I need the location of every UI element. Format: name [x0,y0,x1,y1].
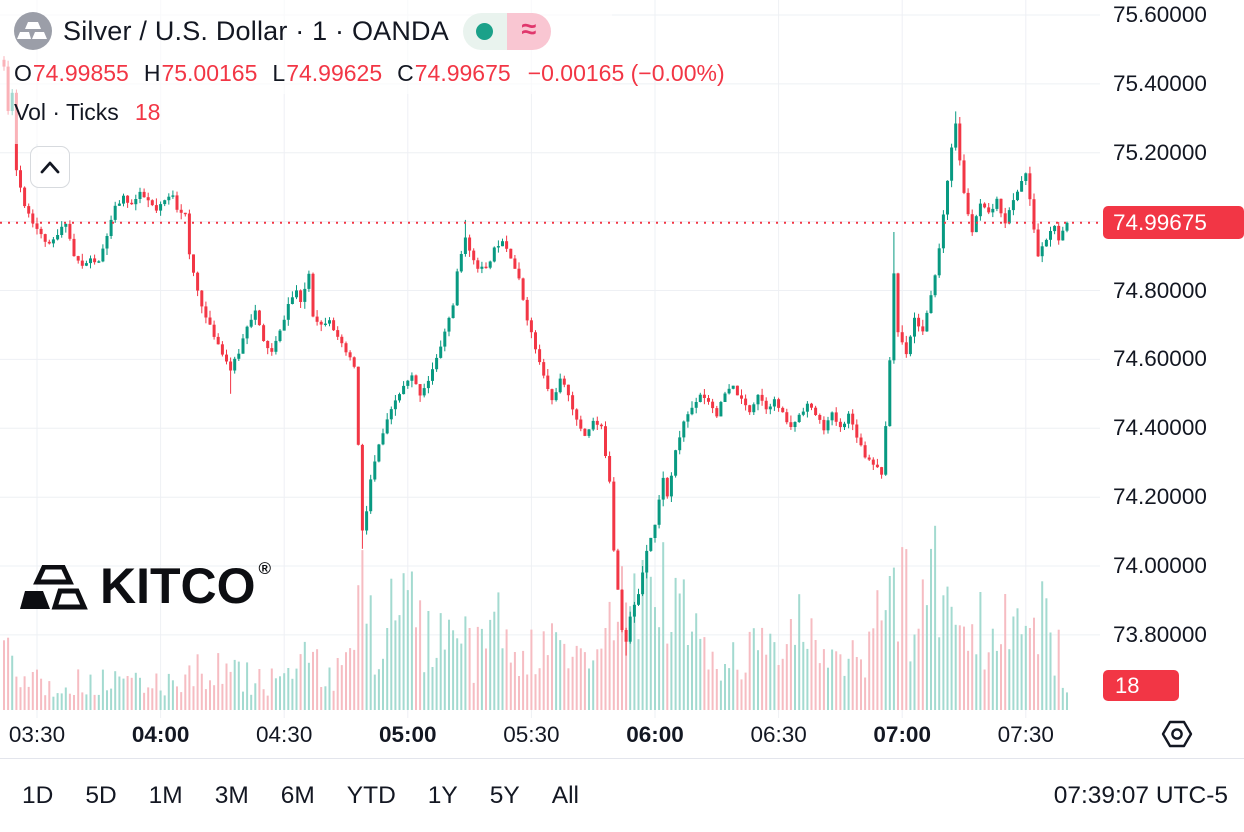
change-readout: −0.00165 (−0.00%) [527,60,725,86]
price-tick-label: 75.20000 [1113,139,1207,165]
chevron-up-icon [40,161,60,174]
price-tick-label: 75.40000 [1113,70,1207,96]
price-tick-label: 75.60000 [1113,2,1207,27]
price-tick-label: 74.40000 [1113,415,1207,441]
clock-readout: 07:39:07 UTC-5 [1053,782,1228,809]
time-tick-label: 03:30 [8,722,66,747]
range-button-1d[interactable]: 1D [6,776,69,816]
wave-toggle-segment[interactable]: ≈ [506,12,551,50]
volume-readout: Vol · Ticks 18 [14,99,725,126]
volume-badge: 18 [1103,670,1179,701]
approx-wave-icon: ≈ [521,13,537,44]
symbol-title-row: Silver / U.S. Dollar · 1 · OANDA ≈ [14,10,725,52]
symbol-title: Silver / U.S. Dollar · 1 · OANDA [63,15,449,46]
time-axis[interactable]: 03:30 04:00 04:30 05:00 05:30 06:00 06:30 07:00… [0,718,1100,758]
status-dot-icon [476,22,494,40]
time-tick-label: 07:00 [873,722,931,747]
chart-canvas[interactable]: KITCO ® Silver / U.S. Dollar · 1 · OANDA [0,0,1100,718]
legend-backdrop-2 [0,94,192,144]
range-button-ytd[interactable]: YTD [331,776,412,816]
candlestick-chart [0,0,1100,718]
price-axis[interactable]: 74.99675 18 75.60000 75.40000 75.20000 74.8… [1100,0,1244,758]
last-price-badge: 74.99675 [1103,206,1244,239]
symbol-logo-icon [14,12,52,50]
price-tick-label: 74.60000 [1113,346,1207,372]
collapse-legend-button[interactable] [30,146,70,188]
chart-legend: Silver / U.S. Dollar · 1 · OANDA ≈ O74.9… [14,10,725,126]
kitco-watermark: KITCO ® [20,558,272,615]
range-button-5d[interactable]: 5D [69,776,132,816]
price-tick-label: 74.20000 [1113,484,1207,510]
kitco-bars-icon [20,565,88,610]
status-toggle-segment[interactable] [462,12,507,50]
ohlc-item: H75.00165 [143,60,258,86]
range-button-all[interactable]: All [536,776,595,816]
registered-mark: ® [258,559,272,578]
settings-hexagon-icon [1161,720,1193,748]
time-tick-label: 05:30 [503,722,560,747]
ohlc-item: L74.99625 [272,60,383,86]
time-tick-label: 07:30 [997,722,1054,747]
volume-label: Vol · Ticks [14,99,119,125]
range-selector: 1D 5D 1M 3M 6M YTD 1Y 5Y All [6,776,595,816]
range-button-6m[interactable]: 6M [265,776,331,816]
range-button-1y[interactable]: 1Y [412,776,474,816]
range-button-3m[interactable]: 3M [199,776,265,816]
time-tick-label: 06:00 [626,722,684,747]
range-button-5y[interactable]: 5Y [474,776,536,816]
watermark-brand: KITCO [100,558,256,614]
source-toggle[interactable]: ≈ [462,12,551,50]
ohlc-item: O74.99855 [14,60,129,86]
time-tick-label: 05:00 [379,722,437,747]
chart-settings-button[interactable] [1159,719,1195,751]
ohlc-item: C74.99675 [397,60,511,86]
ohlc-readout: O74.99855 H75.00165 L74.99625 C74.99675 −0.0… [14,60,725,87]
bottom-toolbar: 1D 5D 1M 3M 6M YTD 1Y 5Y All 07:39:07 UTC-5 [0,758,1244,832]
range-button-1m[interactable]: 1M [133,776,199,816]
price-tick-label: 73.80000 [1113,621,1207,647]
time-tick-label: 04:30 [256,722,313,747]
price-tick-label: 74.80000 [1113,277,1207,303]
price-tick-label: 74.00000 [1113,553,1207,578]
time-tick-label: 04:00 [131,722,190,747]
time-tick-label: 06:30 [750,722,807,747]
volume-value: 18 [134,99,161,125]
